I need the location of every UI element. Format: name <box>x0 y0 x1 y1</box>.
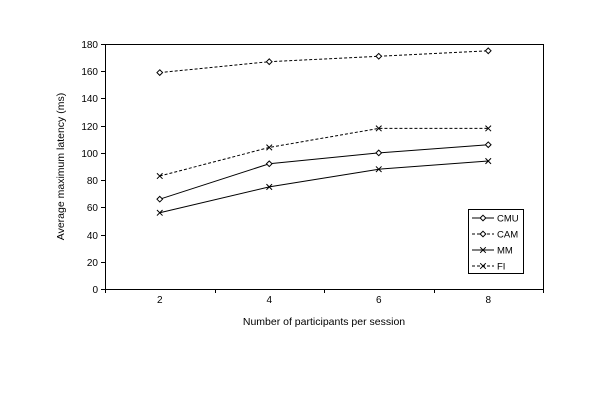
y-tick-label: 60 <box>87 203 99 214</box>
x-marker <box>156 209 163 216</box>
legend-entry-CMU: CMU <box>472 214 519 225</box>
x-marker <box>485 125 492 132</box>
series-CAM <box>156 47 492 77</box>
diamond-marker <box>484 141 492 149</box>
series-MM <box>156 157 492 216</box>
x-tick-label: 2 <box>157 295 163 306</box>
legend-label-CMU: CMU <box>497 214 519 225</box>
x-marker <box>479 246 487 254</box>
diamond-marker <box>156 69 164 77</box>
y-tick-label: 0 <box>92 285 98 296</box>
legend-label-FI: FI <box>497 262 505 273</box>
series-FI <box>156 125 492 180</box>
legend-entry-MM: MM <box>472 246 513 257</box>
x-tick-label: 8 <box>485 295 491 306</box>
x-marker <box>266 144 273 151</box>
diamond-marker <box>484 47 492 55</box>
legend-label-MM: MM <box>497 246 513 257</box>
y-axis: 0 20 40 60 80 100 120 140 160 180 <box>81 40 105 296</box>
legend-box <box>468 209 524 274</box>
diamond-marker <box>479 214 487 222</box>
series-line-CAM <box>159 50 489 74</box>
legend: CMU CAM MM FI <box>468 209 524 274</box>
legend-entry-CAM: CAM <box>472 230 518 241</box>
series-line-CMU <box>159 144 489 200</box>
x-tick-label: 6 <box>376 295 382 306</box>
diamond-marker <box>375 149 383 157</box>
y-axis-title: Average maximum latency (ms) <box>55 93 67 240</box>
y-tick-label: 20 <box>87 258 99 269</box>
y-tick-label: 160 <box>81 67 98 78</box>
x-marker <box>156 172 163 180</box>
series-line-MM <box>159 160 489 214</box>
y-tick-label: 100 <box>81 149 98 160</box>
x-marker <box>375 125 382 132</box>
x-tick-label: 4 <box>266 295 272 306</box>
diamond-marker <box>479 230 487 238</box>
y-tick-label: 40 <box>87 231 99 242</box>
x-marker <box>266 183 273 191</box>
x-marker <box>479 262 487 270</box>
legend-label-CAM: CAM <box>497 230 518 241</box>
x-marker <box>485 157 492 165</box>
x-axis-title: Number of participants per session <box>243 316 405 328</box>
y-tick-label: 180 <box>81 40 98 51</box>
y-tick-label: 140 <box>81 94 98 105</box>
diamond-marker <box>265 160 273 168</box>
diamond-marker <box>265 58 273 66</box>
diamond-marker <box>375 52 383 60</box>
x-axis: 2 4 6 8 <box>105 289 544 306</box>
series-CMU <box>156 141 492 203</box>
y-tick-label: 80 <box>87 176 99 187</box>
y-tick-label: 120 <box>81 122 98 133</box>
series-line-FI <box>159 127 489 177</box>
x-marker <box>375 166 382 173</box>
legend-entry-FI: FI <box>472 262 505 273</box>
diamond-marker <box>156 195 164 203</box>
